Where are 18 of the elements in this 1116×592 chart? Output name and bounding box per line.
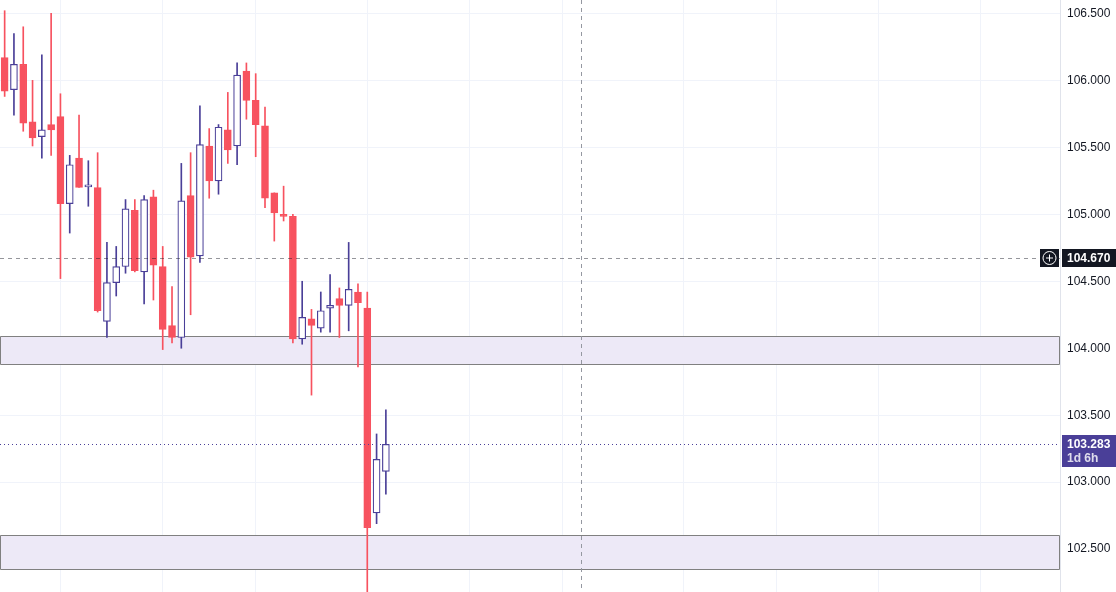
y-tick-label: 104.500 [1067, 273, 1111, 288]
y-tick-label: 102.500 [1067, 541, 1111, 556]
candlestick [326, 274, 334, 333]
ref-line-label: 104.670 [1067, 251, 1111, 266]
ref-line-label: 103.283 [1067, 437, 1111, 452]
y-tick-label: 105.500 [1067, 139, 1111, 154]
y-tick-label: 103.500 [1067, 407, 1111, 422]
y-tick-label: 106.000 [1067, 72, 1111, 87]
candlestick [38, 54, 46, 159]
candlestick [344, 242, 353, 332]
candlestick [354, 283, 362, 368]
text: 1d 6h [1067, 450, 1099, 465]
y-tick-label: 103.000 [1067, 474, 1111, 489]
y-tick-label: 106.500 [1067, 5, 1111, 20]
candlestick [168, 286, 176, 344]
y-tick-label: 104.000 [1067, 340, 1111, 355]
candlestick [47, 13, 55, 156]
y-tick-label: 105.000 [1067, 206, 1111, 221]
